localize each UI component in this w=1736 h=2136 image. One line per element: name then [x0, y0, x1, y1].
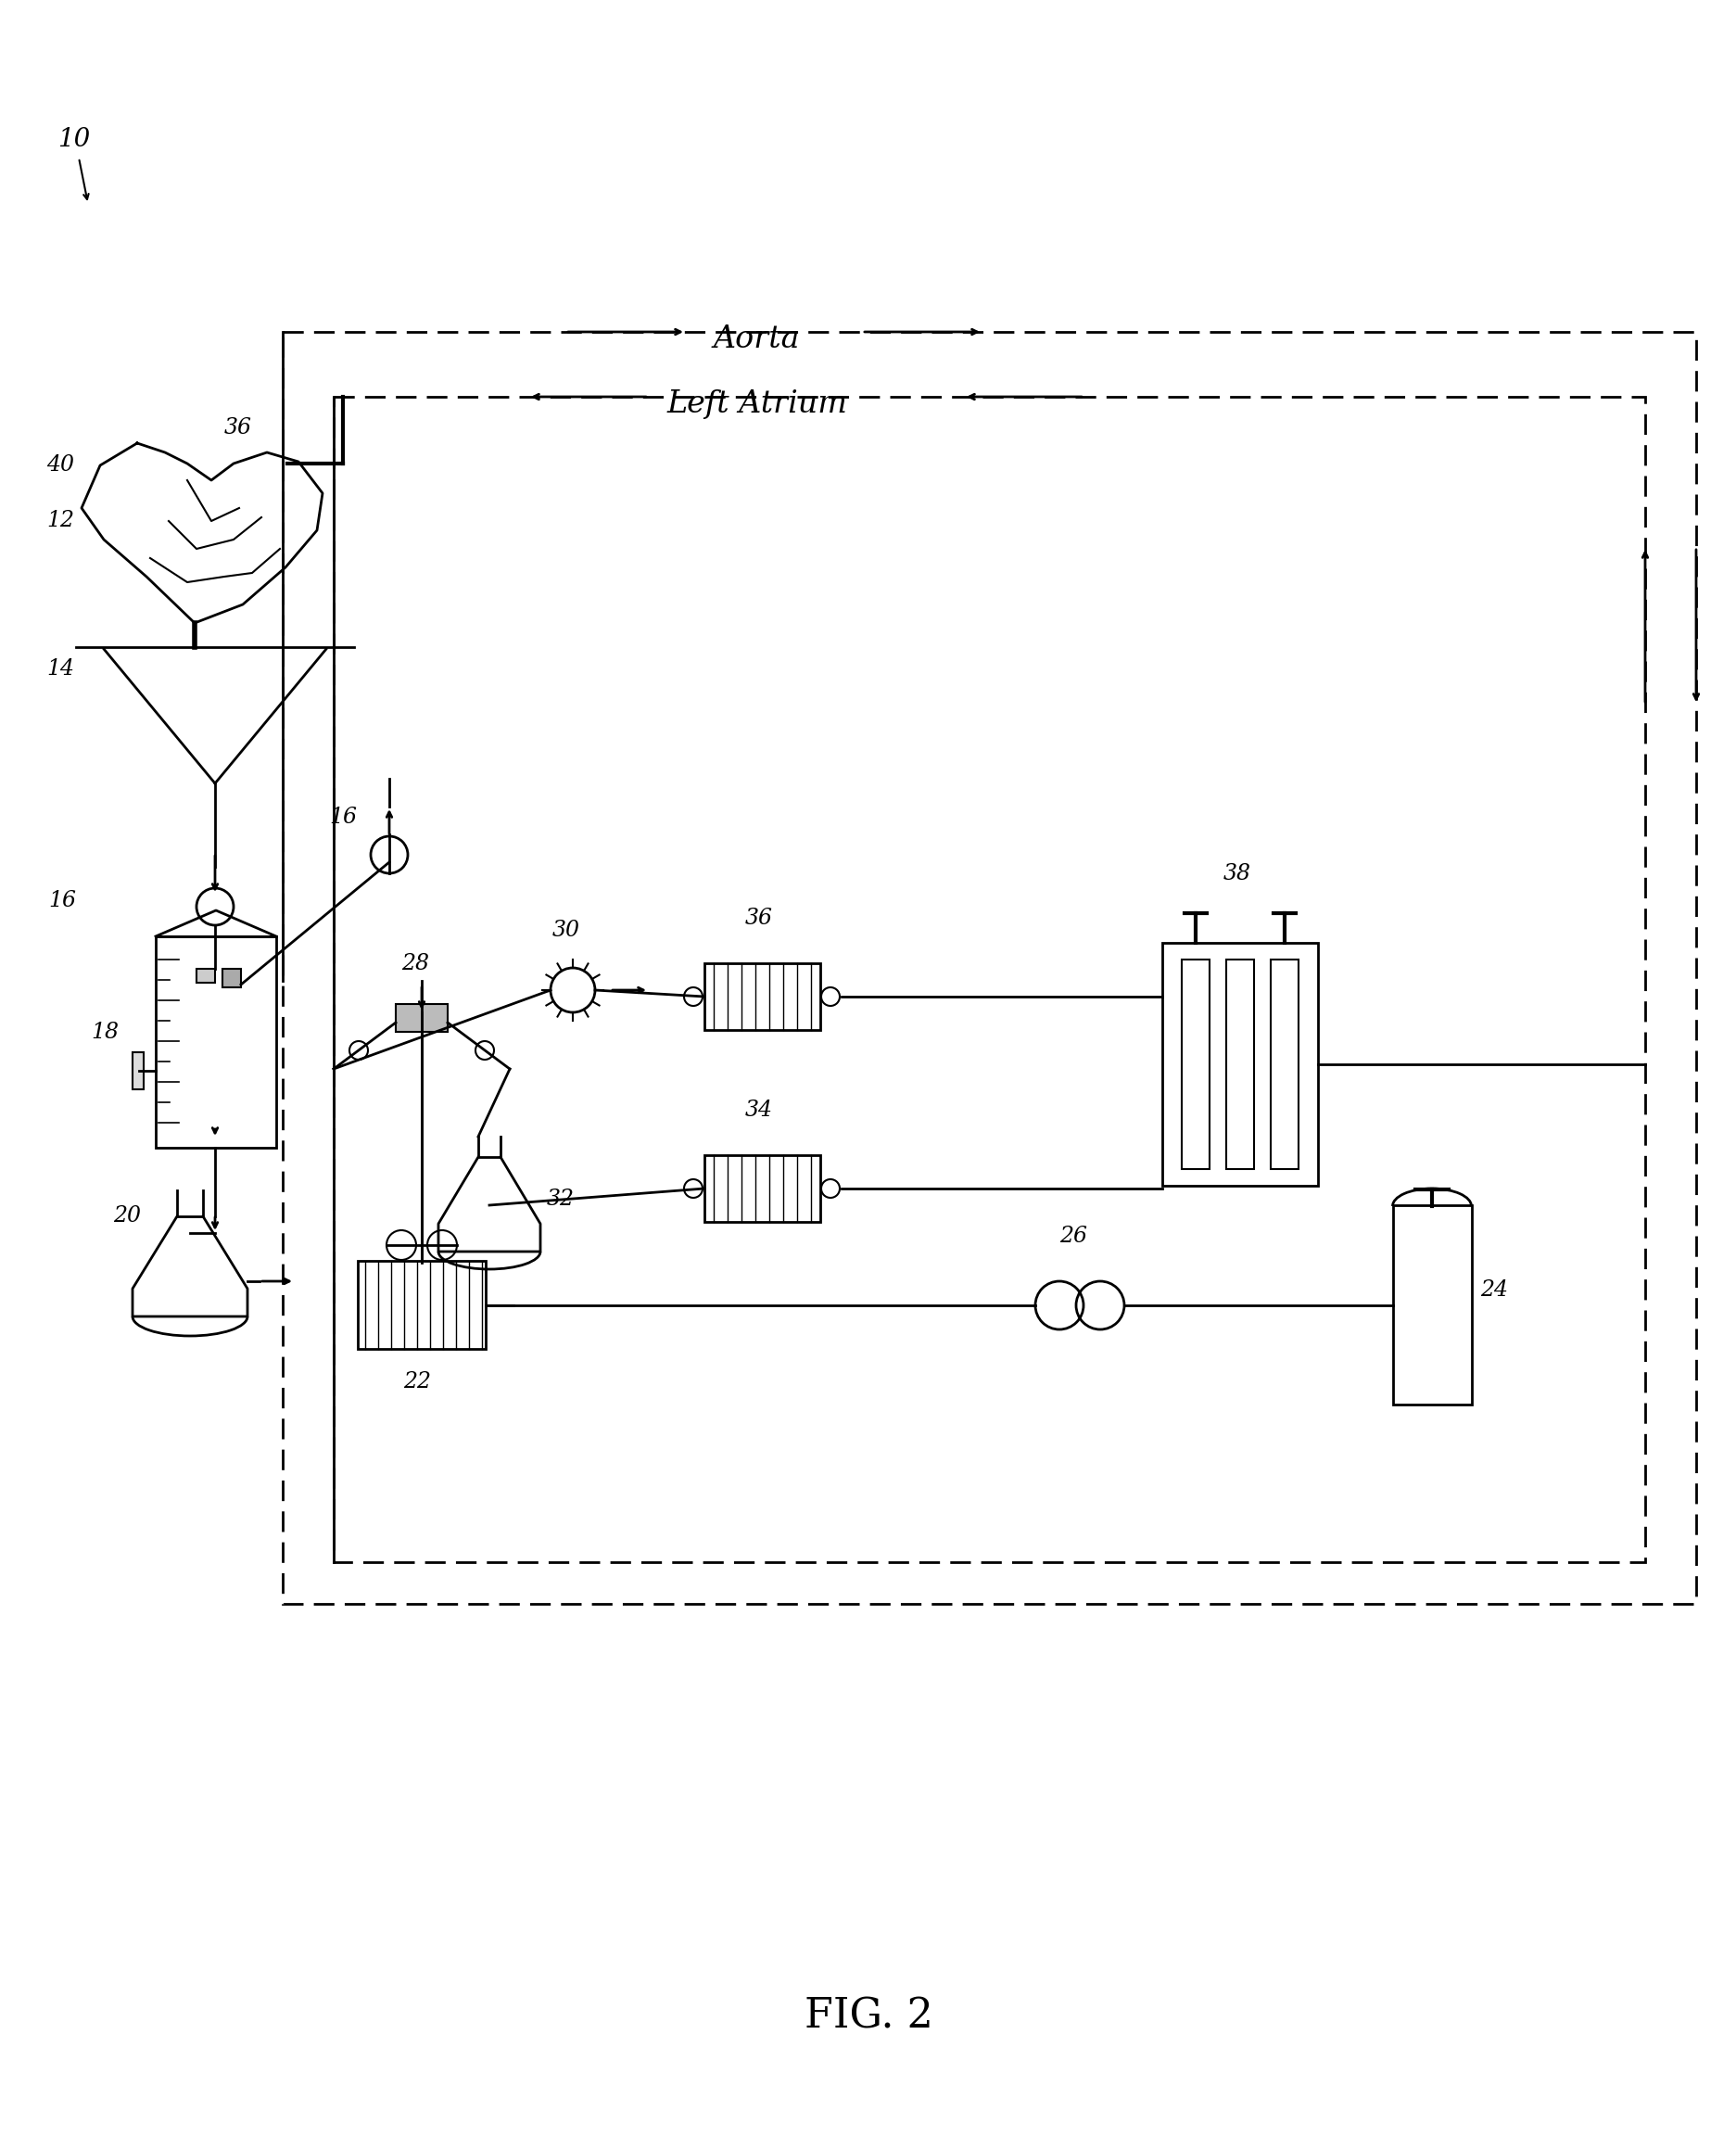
Bar	[705, 1156, 819, 1222]
Text: 18: 18	[90, 1021, 118, 1042]
Text: 34: 34	[745, 1100, 773, 1121]
Bar	[1392, 1205, 1470, 1405]
Bar	[705, 963, 819, 1030]
Text: 20: 20	[113, 1205, 141, 1226]
Bar	[1271, 959, 1299, 1168]
Text: FIG. 2: FIG. 2	[804, 1997, 932, 2038]
Bar	[222, 970, 241, 987]
Text: 24: 24	[1479, 1279, 1507, 1301]
Bar	[1180, 959, 1208, 1168]
Text: 40: 40	[47, 455, 75, 476]
Text: 28: 28	[401, 953, 429, 974]
Bar	[156, 936, 276, 1147]
Bar	[1161, 942, 1318, 1185]
Bar	[196, 970, 215, 983]
Bar	[132, 1053, 144, 1089]
Text: 36: 36	[745, 908, 773, 929]
Bar	[1226, 959, 1253, 1168]
Text: 38: 38	[1222, 863, 1250, 884]
Bar	[396, 1004, 448, 1032]
Text: 16: 16	[328, 807, 356, 829]
Text: 16: 16	[49, 891, 76, 912]
Text: Aorta: Aorta	[713, 325, 800, 355]
Text: 14: 14	[47, 658, 75, 679]
Text: 26: 26	[1059, 1226, 1087, 1247]
Text: 36: 36	[224, 417, 252, 438]
Text: 12: 12	[47, 511, 75, 532]
Bar	[358, 1260, 486, 1350]
Text: 10: 10	[57, 126, 90, 152]
Text: 30: 30	[552, 921, 580, 942]
Text: Left Atrium: Left Atrium	[667, 389, 847, 419]
Text: 32: 32	[547, 1188, 575, 1209]
Text: 22: 22	[403, 1371, 431, 1393]
